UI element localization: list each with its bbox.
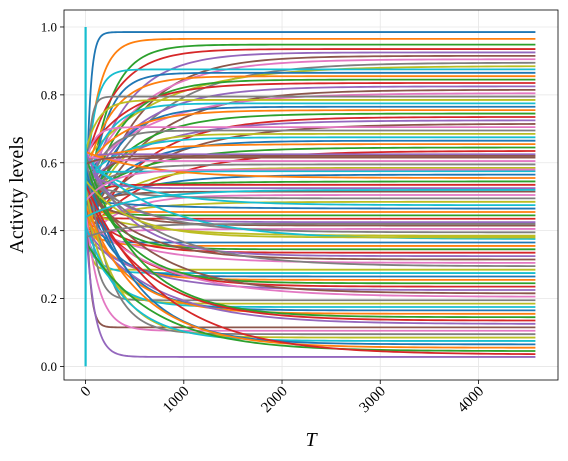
series-line: [84, 228, 536, 325]
series-line: [84, 208, 536, 254]
series-line: [84, 68, 536, 197]
y-tick-label: 0.8: [41, 87, 57, 102]
series-line: [84, 241, 536, 352]
series-line: [84, 184, 536, 356]
series-line: [84, 48, 536, 165]
y-axis-title: Activity levels: [6, 136, 28, 253]
series-line: [84, 151, 536, 258]
series-line: [84, 179, 536, 239]
series-lines: [84, 26, 536, 367]
y-tick-label: 1.0: [41, 19, 57, 34]
series-line: [84, 179, 536, 295]
series-line: [84, 95, 536, 209]
series-line: [84, 155, 536, 162]
y-tick-label: 0.4: [41, 223, 58, 238]
y-axis: 0.0 0.2 0.4 0.6 0.8 1.0: [41, 19, 64, 374]
series-line: [84, 159, 536, 224]
series-line: [84, 82, 536, 157]
series-line: [84, 204, 536, 271]
series-line: [84, 99, 536, 153]
plot-area: [84, 26, 536, 367]
series-line: [84, 155, 536, 165]
series-line: [84, 224, 536, 342]
y-tick-label: 0.2: [41, 291, 57, 306]
series-line: [84, 175, 536, 234]
series-line: [85, 222, 536, 239]
y-tick-label: 0.0: [41, 359, 57, 374]
series-line: [84, 204, 536, 349]
y-tick-label: 0.6: [41, 155, 58, 170]
series-line: [84, 236, 536, 291]
series-line: [84, 221, 536, 358]
series-line: [84, 163, 536, 285]
series-line: [85, 150, 536, 179]
series-line: [84, 31, 536, 242]
axes-frame: [63, 9, 559, 381]
series-line: [84, 92, 536, 173]
series-line: [85, 189, 536, 218]
series-line: [84, 155, 536, 319]
series-line: [84, 75, 536, 177]
series-line: [84, 212, 536, 315]
series-line: [84, 153, 536, 177]
x-axis-title: T: [305, 429, 318, 451]
series-line: [84, 126, 536, 165]
